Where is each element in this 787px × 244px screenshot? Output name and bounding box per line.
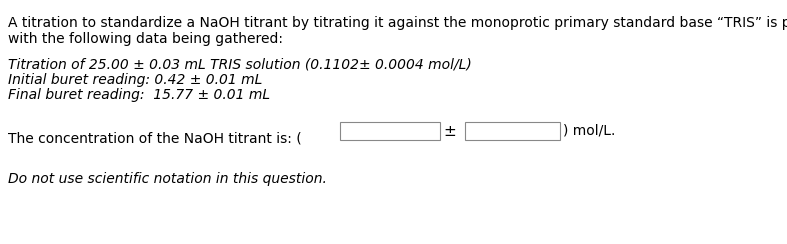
Text: Titration of 25.00 ± 0.03 mL TRIS solution (0.1102± 0.0004 mol/L): Titration of 25.00 ± 0.03 mL TRIS soluti…	[8, 58, 471, 72]
Text: Initial buret reading: 0.42 ± 0.01 mL: Initial buret reading: 0.42 ± 0.01 mL	[8, 73, 262, 87]
Text: ±: ±	[444, 123, 456, 139]
Text: ) mol/L.: ) mol/L.	[563, 124, 615, 138]
Text: A titration to standardize a NaOH titrant by titrating it against the monoprotic: A titration to standardize a NaOH titran…	[8, 16, 787, 30]
Text: with the following data being gathered:: with the following data being gathered:	[8, 32, 283, 46]
Text: The concentration of the NaOH titrant is: (: The concentration of the NaOH titrant is…	[8, 131, 301, 145]
Text: Do not use scientific notation in this question.: Do not use scientific notation in this q…	[8, 172, 327, 186]
FancyBboxPatch shape	[340, 122, 440, 140]
FancyBboxPatch shape	[465, 122, 560, 140]
Text: Final buret reading:  15.77 ± 0.01 mL: Final buret reading: 15.77 ± 0.01 mL	[8, 88, 270, 102]
